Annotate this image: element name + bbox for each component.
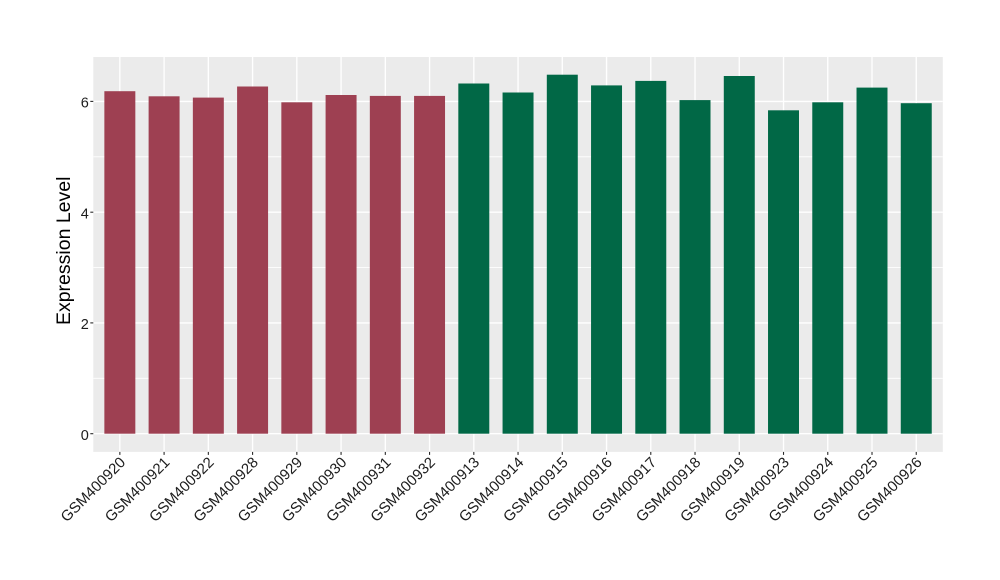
svg-text:6: 6 <box>81 96 89 112</box>
svg-text:0: 0 <box>81 428 89 444</box>
svg-text:2: 2 <box>81 317 89 333</box>
svg-text:4: 4 <box>81 207 89 223</box>
svg-text:Expression Level: Expression Level <box>53 177 75 326</box>
